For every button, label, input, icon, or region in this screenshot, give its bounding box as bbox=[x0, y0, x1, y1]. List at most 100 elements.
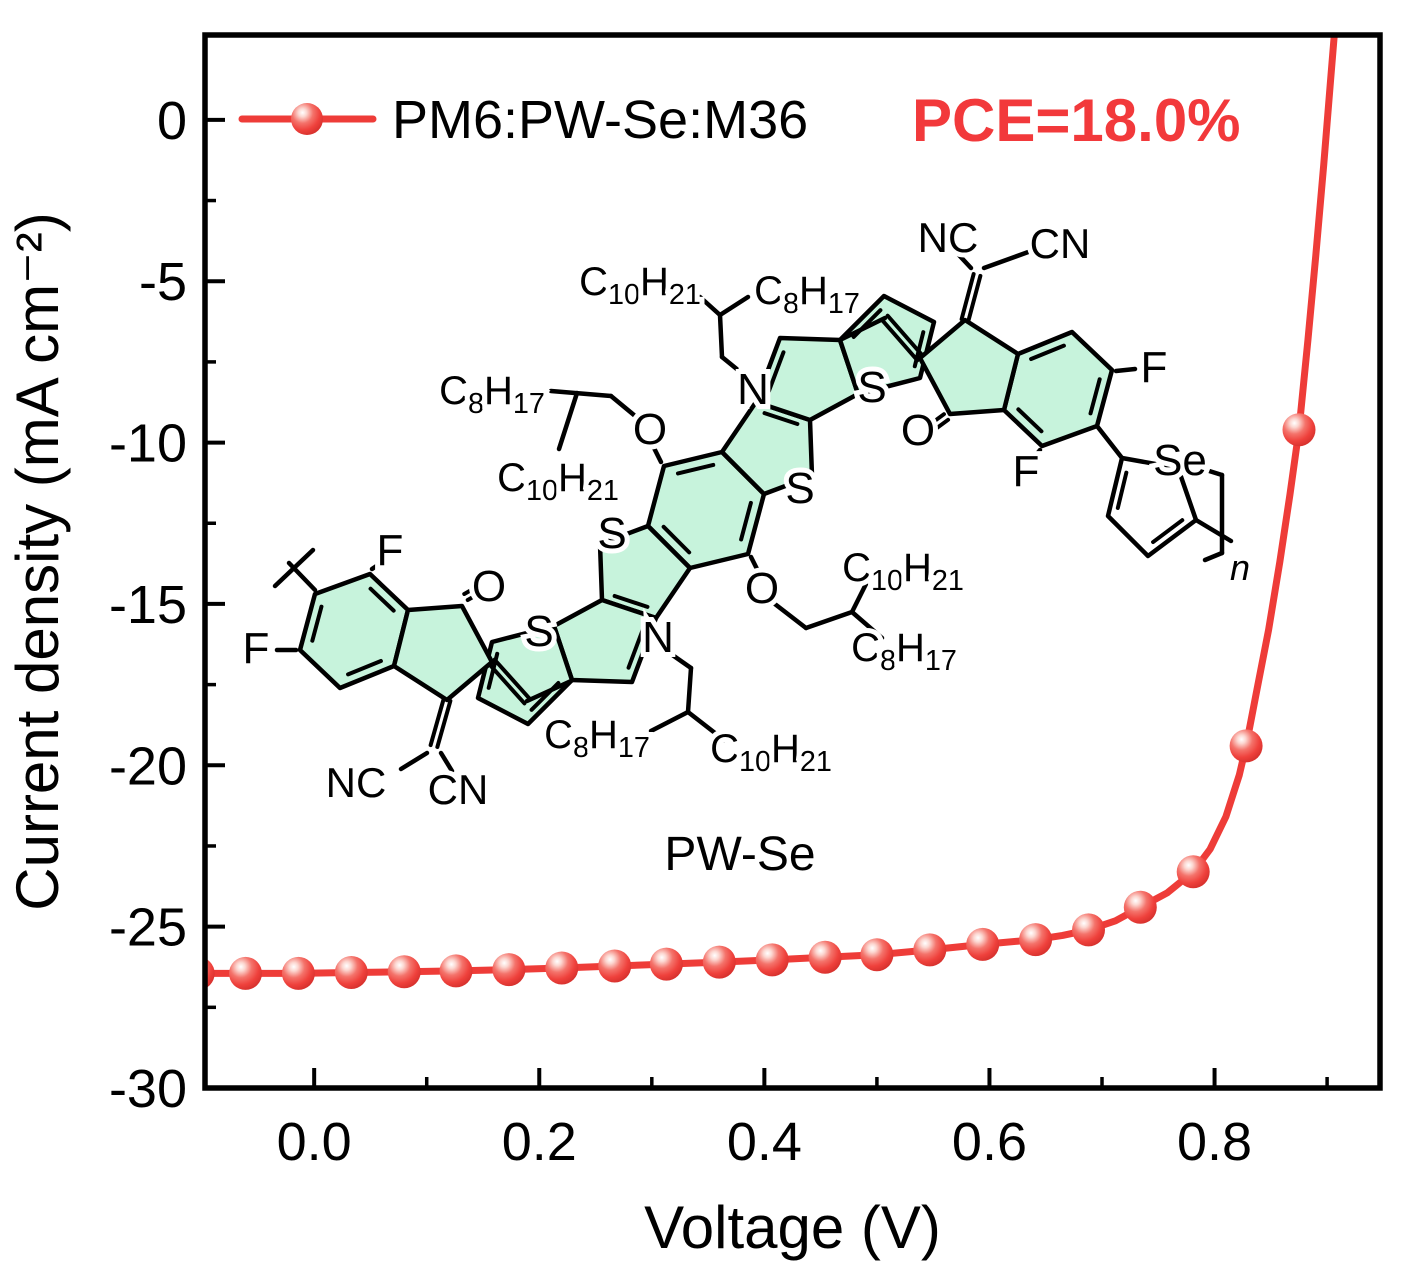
atom-label-part: F bbox=[243, 624, 270, 673]
bond bbox=[1193, 517, 1234, 544]
atom-label-part: 17 bbox=[828, 288, 860, 320]
atom-label-part: N bbox=[737, 365, 769, 414]
data-marker bbox=[913, 933, 947, 967]
atom-label-part: CN bbox=[1030, 220, 1091, 267]
atom-label-part: C bbox=[710, 727, 739, 771]
ring bbox=[475, 623, 575, 727]
ring bbox=[391, 603, 495, 703]
data-marker bbox=[281, 956, 315, 990]
data-marker bbox=[966, 927, 1000, 961]
bond bbox=[685, 665, 694, 715]
double-bond-inner bbox=[612, 593, 650, 609]
y-tick-label: -15 bbox=[109, 575, 187, 635]
bond bbox=[556, 390, 580, 452]
bond-double bbox=[966, 273, 983, 323]
atom-label-part: 21 bbox=[800, 746, 832, 778]
x-tick-label: 0.8 bbox=[1177, 1112, 1252, 1172]
bond bbox=[839, 315, 888, 342]
pce-annotation: PCE=18.0% bbox=[912, 87, 1241, 154]
ring bbox=[597, 523, 693, 621]
bond-double bbox=[492, 657, 532, 701]
bond-double bbox=[885, 313, 925, 358]
atom-label: C10H21 bbox=[579, 260, 701, 311]
bond-double bbox=[428, 697, 446, 748]
atom-label: CN bbox=[428, 766, 489, 813]
bond bbox=[719, 354, 752, 382]
legend-series-label: PM6:PW-Se:M36 bbox=[392, 90, 808, 150]
bond bbox=[697, 294, 723, 318]
atom-label-part: 8 bbox=[468, 388, 484, 420]
atom-label: C8H17 bbox=[439, 369, 545, 420]
bond bbox=[768, 598, 809, 631]
atom-label-part: 10 bbox=[739, 746, 771, 778]
y-tick-label: 0 bbox=[157, 91, 187, 151]
atom-label-part: S bbox=[524, 607, 553, 656]
atom-label-part: N bbox=[642, 613, 674, 662]
atom-label-part: S bbox=[857, 363, 886, 412]
bond bbox=[650, 443, 664, 465]
atom-label: S bbox=[524, 607, 553, 656]
atom-label-part: CN bbox=[428, 766, 489, 813]
data-marker bbox=[649, 947, 683, 981]
atom-label-part: C bbox=[754, 269, 783, 313]
atom-label-part: Se bbox=[1153, 436, 1207, 485]
atom-label: F bbox=[1013, 447, 1040, 496]
atom-label-part: 17 bbox=[618, 732, 650, 764]
atom-label: S bbox=[597, 509, 626, 558]
double-bond-inner bbox=[762, 411, 800, 427]
bond bbox=[717, 312, 725, 360]
bond-double bbox=[959, 272, 976, 322]
atom-label-part: F bbox=[1141, 343, 1168, 392]
data-marker bbox=[702, 945, 736, 979]
bond-double bbox=[880, 318, 920, 363]
data-marker bbox=[334, 956, 368, 989]
bond-double bbox=[435, 698, 453, 749]
bond bbox=[272, 547, 316, 589]
atom-label-part: C bbox=[579, 260, 608, 304]
atom-label-part: NC bbox=[918, 214, 979, 261]
atom-label-part: H bbox=[799, 269, 828, 313]
data-marker bbox=[860, 938, 894, 972]
legend: PM6:PW-Se:M36 PCE=18.0% bbox=[238, 87, 1241, 154]
data-marker bbox=[1176, 855, 1210, 889]
atom-label-part: S bbox=[785, 464, 814, 513]
ring bbox=[1105, 455, 1199, 559]
atom-label-part: 8 bbox=[880, 645, 896, 677]
double-bond-inner bbox=[346, 658, 383, 677]
atom-label-part: O bbox=[633, 405, 667, 454]
atom-label-part: n bbox=[1230, 547, 1250, 588]
bond bbox=[548, 388, 614, 399]
axes: 0.0 0.2 0.4 0.6 0.8 0 -5 -10 -15 -20 -25 -30 Voltage… bbox=[4, 32, 1383, 1261]
bond bbox=[369, 558, 387, 572]
bond bbox=[648, 709, 691, 734]
data-marker bbox=[1072, 913, 1105, 947]
atom-label: N bbox=[642, 613, 674, 662]
bond bbox=[1113, 366, 1138, 374]
atom-label: N bbox=[737, 365, 769, 414]
ring bbox=[719, 399, 815, 497]
atom-label: CN bbox=[1030, 220, 1091, 267]
atom-label: C10H21 bbox=[842, 546, 964, 597]
bond bbox=[1202, 550, 1225, 563]
series-group bbox=[205, 35, 1338, 990]
atom-label-part: C bbox=[439, 369, 468, 413]
atom-label-part: H bbox=[484, 369, 513, 413]
bond bbox=[803, 609, 855, 631]
atom-label: NC bbox=[918, 214, 979, 261]
atom-label-part: O bbox=[745, 564, 779, 613]
atom-label-part: C bbox=[544, 713, 573, 757]
legend-marker-sample bbox=[291, 103, 323, 135]
y-tick-label: -25 bbox=[109, 898, 187, 958]
bond bbox=[748, 554, 763, 578]
double-bond-inner bbox=[626, 626, 646, 670]
bond-double bbox=[926, 412, 946, 428]
atom-label: C10H21 bbox=[497, 456, 619, 507]
x-axis-title: Voltage (V) bbox=[644, 1194, 941, 1261]
bond bbox=[608, 393, 643, 423]
atom-label-part: H bbox=[771, 727, 800, 771]
atom-label: O bbox=[745, 564, 779, 613]
bond bbox=[438, 750, 455, 774]
bond bbox=[1094, 423, 1125, 461]
bond bbox=[524, 678, 574, 704]
